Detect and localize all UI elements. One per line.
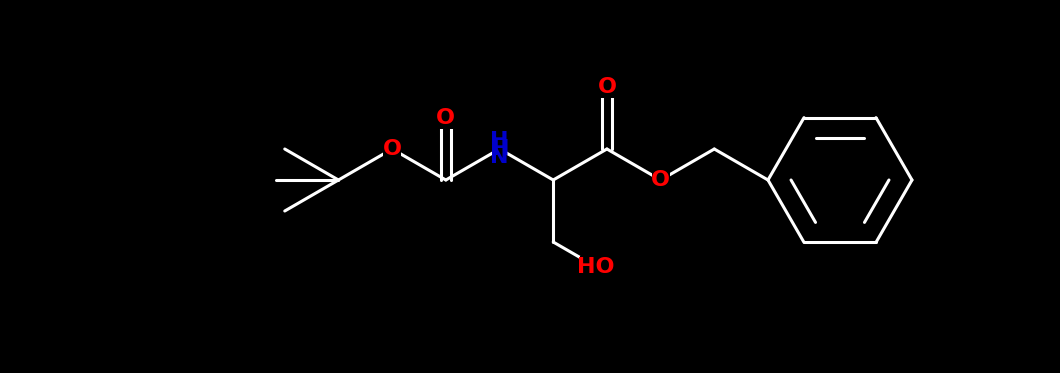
Text: O: O [437, 108, 456, 128]
FancyBboxPatch shape [580, 256, 613, 278]
Text: N: N [491, 147, 509, 167]
FancyBboxPatch shape [383, 138, 401, 160]
Text: HO: HO [578, 257, 615, 277]
Text: O: O [651, 170, 670, 190]
Text: H: H [491, 139, 508, 159]
Text: O: O [383, 139, 402, 159]
FancyBboxPatch shape [493, 146, 507, 168]
FancyBboxPatch shape [493, 138, 507, 160]
Text: O: O [598, 77, 617, 97]
FancyBboxPatch shape [493, 130, 507, 152]
FancyBboxPatch shape [437, 107, 455, 129]
FancyBboxPatch shape [598, 76, 616, 98]
FancyBboxPatch shape [652, 169, 670, 191]
Text: H: H [491, 131, 509, 151]
